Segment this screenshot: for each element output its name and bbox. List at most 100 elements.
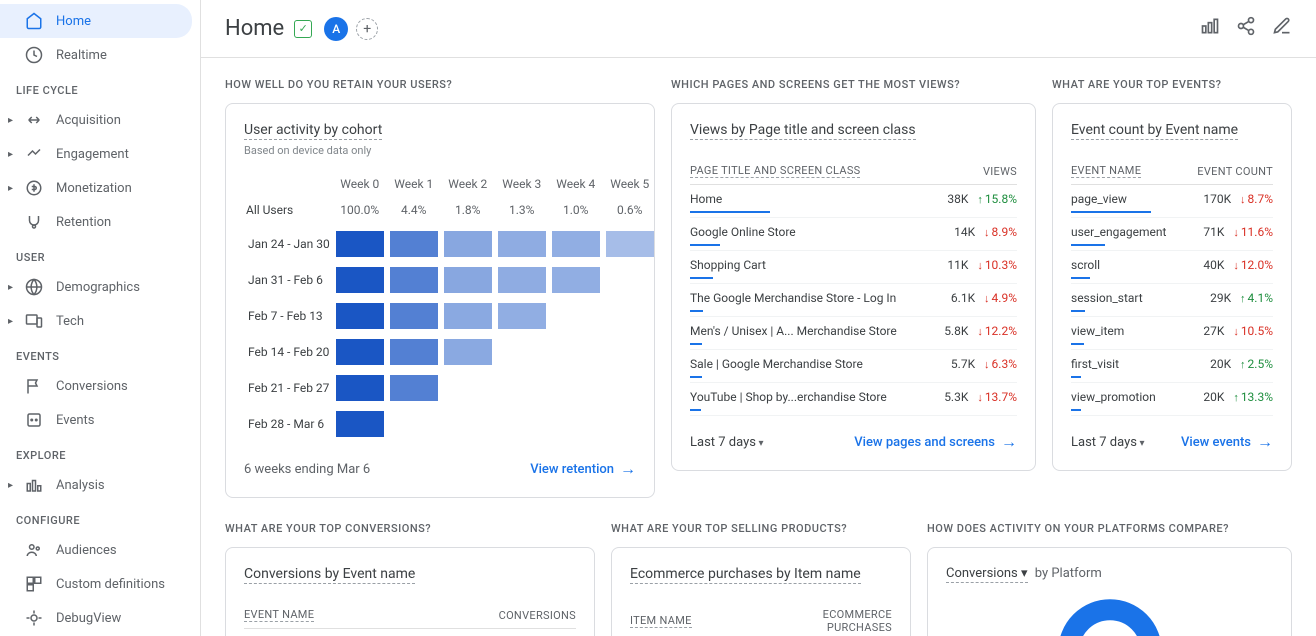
- custom-icon: [24, 574, 44, 594]
- platform-metric-dropdown[interactable]: Conversions ▾: [946, 566, 1028, 583]
- nav-realtime[interactable]: ▸ Realtime: [0, 38, 200, 72]
- cohort-cell: [336, 411, 384, 437]
- row-change: ↓10.3%: [977, 258, 1017, 272]
- table-col2-header: VIEWS: [932, 156, 1017, 185]
- table-row[interactable]: view_promotion 20K ↑13.3%: [1071, 383, 1273, 416]
- table-row[interactable]: Sale | Google Merchandise Store 5.7K ↓6.…: [690, 350, 1017, 383]
- events-daterange-dropdown[interactable]: Last 7 days: [1071, 435, 1144, 450]
- view-events-link[interactable]: View events→: [1181, 432, 1273, 452]
- add-comparison-button[interactable]: +: [356, 18, 378, 40]
- row-change: ↑4.1%: [1240, 291, 1273, 305]
- cohort-value: 1.8%: [442, 199, 494, 225]
- row-value: 27K: [1203, 324, 1224, 338]
- cohort-value: 100.0%: [334, 199, 386, 225]
- view-retention-link[interactable]: View retention→: [530, 459, 636, 479]
- table-col2-header: CONVERSIONS: [417, 600, 576, 629]
- row-value: 14K: [954, 225, 975, 239]
- row-name: page_view: [1071, 192, 1184, 208]
- cohort-cell: [390, 231, 438, 257]
- conversions-title[interactable]: Conversions by Event name: [244, 566, 415, 584]
- nav-analysis[interactable]: ▸ Analysis: [0, 468, 200, 502]
- cohort-cell: [336, 303, 384, 329]
- table-row[interactable]: Home 38K ↑15.8%: [690, 185, 1017, 218]
- platform-card: Conversions ▾ by Platform: [927, 547, 1292, 636]
- nav-label: Audiences: [56, 543, 117, 558]
- cohort-week-header: Week 3: [496, 171, 548, 197]
- table-row[interactable]: scroll 40K ↓12.0%: [1071, 251, 1273, 284]
- nav-label: Analysis: [56, 478, 105, 493]
- cohort-cell: [552, 267, 600, 293]
- nav-label: DebugView: [56, 611, 121, 626]
- nav-tech[interactable]: ▸ Tech: [0, 304, 200, 338]
- cohort-cell: [444, 339, 492, 365]
- clock-icon: [24, 45, 44, 65]
- nav-label: Demographics: [56, 280, 140, 295]
- nav-label: Tech: [56, 314, 84, 329]
- table-row[interactable]: first_visit 20K ↑2.5%: [1071, 350, 1273, 383]
- row-name: Google Online Store: [690, 225, 932, 241]
- table-row[interactable]: Google Online Store 14K ↓8.9%: [690, 218, 1017, 251]
- nav-monetization[interactable]: ▸ Monetization: [0, 171, 200, 205]
- share-icon[interactable]: [1236, 16, 1256, 41]
- table-row[interactable]: page_view 170K ↓8.7%: [1071, 185, 1273, 218]
- cohort-row-label: Jan 24 - Jan 30: [246, 227, 332, 261]
- row-name: scroll: [1071, 258, 1184, 274]
- cohort-cell: [444, 267, 492, 293]
- cohort-cell: [390, 267, 438, 293]
- nav-acquisition[interactable]: ▸ Acquisition: [0, 103, 200, 137]
- cohort-week-header: Week 1: [388, 171, 440, 197]
- cohort-row-label: Feb 21 - Feb 27: [246, 371, 332, 405]
- nav-custom-definitions[interactable]: ▸ Custom definitions: [0, 567, 200, 601]
- cohort-title[interactable]: User activity by cohort: [244, 122, 382, 140]
- row-change: ↓8.9%: [984, 225, 1017, 239]
- table-row[interactable]: view_item 27K ↓10.5%: [1071, 317, 1273, 350]
- nav-events[interactable]: ▸ Events: [0, 403, 200, 437]
- row-value: 5.3K: [944, 390, 968, 404]
- table-row[interactable]: The Google Merchandise Store - Log In 6.…: [690, 284, 1017, 317]
- row-value: 170K: [1203, 192, 1231, 206]
- nav-debugview[interactable]: ▸ DebugView: [0, 601, 200, 635]
- products-title[interactable]: Ecommerce purchases by Item name: [630, 566, 861, 584]
- row-name: Men's / Unisex | A... Merchandise Store: [690, 324, 932, 340]
- customize-icon[interactable]: [1272, 16, 1292, 41]
- row-value: 6.1K: [951, 291, 975, 305]
- cohort-cell: [498, 267, 546, 293]
- table-row[interactable]: session_start 29K ↑4.1%: [1071, 284, 1273, 317]
- nav-label: Engagement: [56, 147, 129, 162]
- cohort-value: 1.0%: [550, 199, 602, 225]
- row-value: 5.8K: [944, 324, 968, 338]
- nav-home[interactable]: ▸ Home: [0, 4, 192, 38]
- row-change: ↓10.5%: [1233, 324, 1273, 338]
- row-value: 29K: [1210, 291, 1231, 305]
- pages-title[interactable]: Views by Page title and screen class: [690, 122, 916, 140]
- retention-icon: [24, 212, 44, 232]
- table-row[interactable]: Shopping Cart 11K ↓10.3%: [690, 251, 1017, 284]
- table-row[interactable]: Men's / Unisex | A... Merchandise Store …: [690, 317, 1017, 350]
- pages-daterange-dropdown[interactable]: Last 7 days: [690, 435, 763, 450]
- table-row[interactable]: user_engagement 71K ↓11.6%: [1071, 218, 1273, 251]
- insights-icon[interactable]: [1200, 16, 1220, 41]
- nav-demographics[interactable]: ▸ Demographics: [0, 270, 200, 304]
- nav-label: Monetization: [56, 181, 132, 196]
- cohort-cell: [498, 231, 546, 257]
- cohort-cell: [390, 375, 438, 401]
- cohort-value: 1.3%: [496, 199, 548, 225]
- cohort-cell: [552, 231, 600, 257]
- nav-section-header: CONFIGURE: [0, 502, 200, 533]
- row-value: 40K: [1203, 258, 1224, 272]
- nav-audiences[interactable]: ▸ Audiences: [0, 533, 200, 567]
- nav-retention[interactable]: ▸ Retention: [0, 205, 200, 239]
- table-row[interactable]: YouTube | Shop by...erchandise Store 5.3…: [690, 383, 1017, 416]
- avatar[interactable]: A: [324, 17, 348, 41]
- row-value: 71K: [1203, 225, 1224, 239]
- table-row[interactable]: first_visit 20K ↑2.5%: [244, 629, 576, 636]
- chevron-right-icon: ▸: [8, 316, 24, 327]
- nav-engagement[interactable]: ▸ Engagement: [0, 137, 200, 171]
- cohort-subtitle: Based on device data only: [244, 144, 636, 157]
- table-col1-header: EVENT NAME: [1071, 164, 1141, 178]
- table-col1-header: PAGE TITLE AND SCREEN CLASS: [690, 164, 860, 178]
- view-pages-link[interactable]: View pages and screens→: [854, 432, 1017, 452]
- platform-question: HOW DOES ACTIVITY ON YOUR PLATFORMS COMP…: [927, 522, 1292, 535]
- nav-conversions[interactable]: ▸ Conversions: [0, 369, 200, 403]
- events-title[interactable]: Event count by Event name: [1071, 122, 1238, 140]
